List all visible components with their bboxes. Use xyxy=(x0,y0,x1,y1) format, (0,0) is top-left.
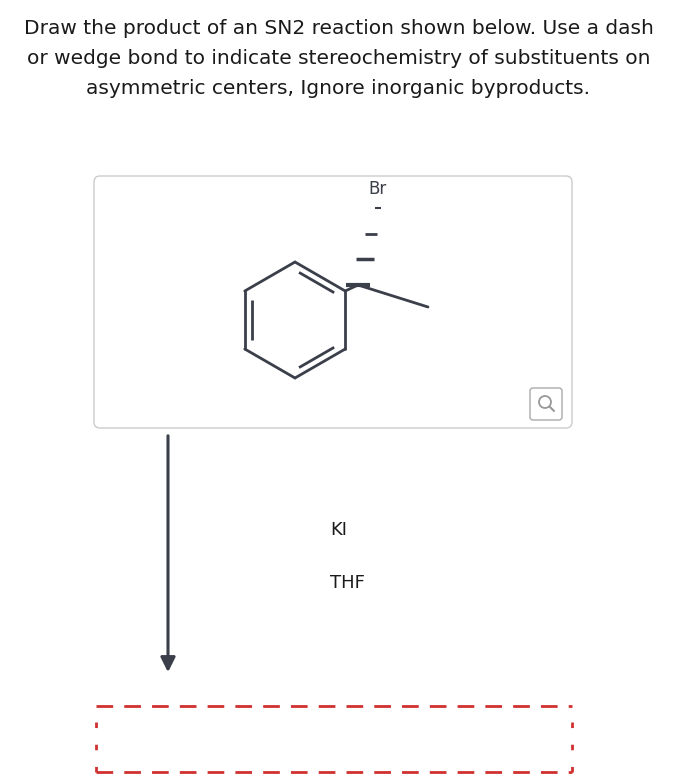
Text: Br: Br xyxy=(369,180,387,198)
FancyBboxPatch shape xyxy=(530,388,562,420)
Text: or wedge bond to indicate stereochemistry of substituents on: or wedge bond to indicate stereochemistr… xyxy=(27,49,650,67)
Text: THF: THF xyxy=(330,574,365,592)
FancyBboxPatch shape xyxy=(94,176,572,428)
Text: Draw the product of an SN2 reaction shown below. Use a dash: Draw the product of an SN2 reaction show… xyxy=(24,19,653,37)
Text: asymmetric centers, Ignore inorganic byproducts.: asymmetric centers, Ignore inorganic byp… xyxy=(87,78,590,98)
Text: KI: KI xyxy=(330,521,347,539)
